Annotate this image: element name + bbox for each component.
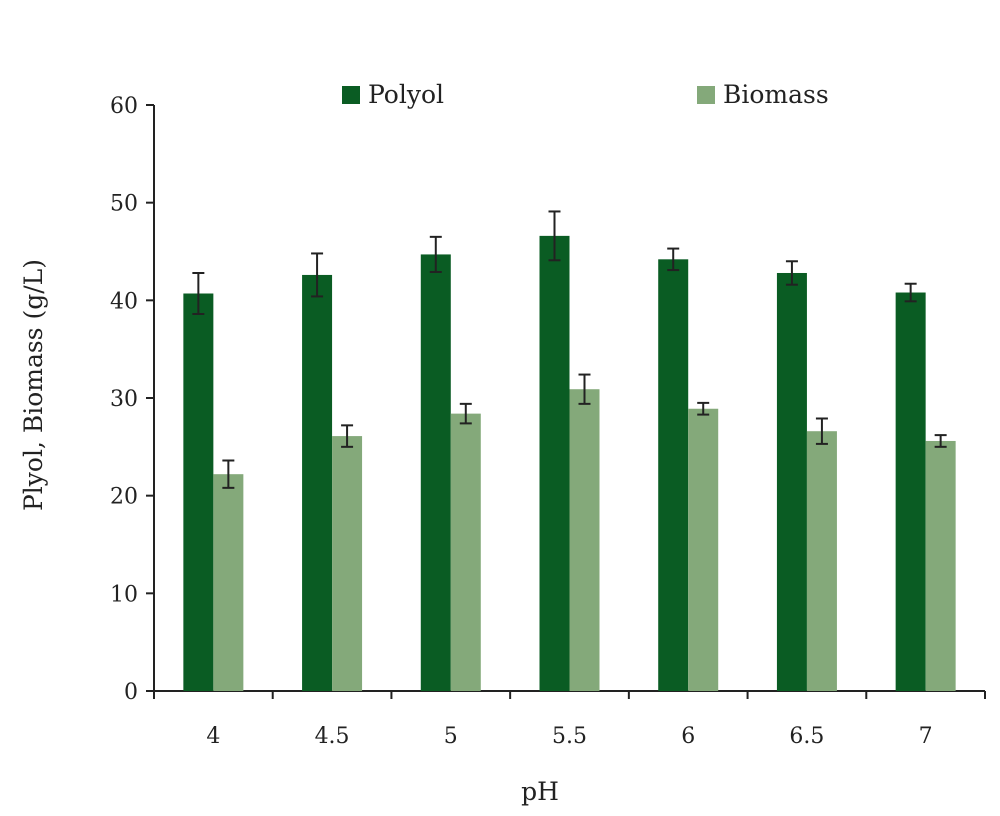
bar-polyol-5.5 bbox=[539, 235, 570, 691]
bar-biomass-6.5 bbox=[806, 431, 837, 691]
y-ticks: 0 10 20 30 40 50 60 bbox=[110, 94, 154, 705]
bar-polyol-4 bbox=[183, 293, 214, 691]
y-axis-title: Plyol, Biomass (g/L) bbox=[19, 259, 48, 511]
bar-polyol-4.5 bbox=[302, 274, 333, 691]
legend-label-polyol: Polyol bbox=[368, 80, 444, 109]
bar-polyol-5 bbox=[420, 254, 451, 691]
x-tick-label: 4.5 bbox=[315, 724, 350, 749]
bar-polyol-6.5 bbox=[776, 272, 807, 691]
bar-polyol-6 bbox=[658, 259, 689, 691]
bar-biomass-4 bbox=[213, 474, 244, 691]
legend-swatch-biomass bbox=[697, 86, 715, 104]
legend: Polyol Biomass bbox=[342, 80, 829, 109]
x-tick-label: 4 bbox=[206, 724, 220, 749]
error-bars bbox=[192, 210, 947, 489]
x-tick-label: 6 bbox=[681, 724, 695, 749]
x-axis-title: pH bbox=[521, 777, 559, 806]
y-tick-label: 0 bbox=[124, 680, 138, 705]
y-tick-label: 20 bbox=[110, 485, 138, 510]
y-tick-label: 40 bbox=[110, 289, 138, 314]
legend-label-biomass: Biomass bbox=[723, 80, 829, 109]
bar-biomass-5 bbox=[450, 413, 481, 691]
bar-biomass-7 bbox=[925, 440, 956, 691]
bar-biomass-4.5 bbox=[332, 436, 363, 691]
x-tick-label: 7 bbox=[919, 724, 933, 749]
legend-swatch-polyol bbox=[342, 86, 360, 104]
x-ticks: 4 4.5 5 5.5 6 6.5 7 bbox=[153, 691, 986, 749]
bar-polyol-7 bbox=[895, 292, 926, 691]
bar-biomass-6 bbox=[688, 408, 719, 691]
y-tick-label: 60 bbox=[110, 94, 138, 119]
y-tick-label: 10 bbox=[110, 582, 138, 607]
y-tick-label: 50 bbox=[110, 192, 138, 217]
bar-biomass-5.5 bbox=[569, 389, 600, 691]
x-tick-label: 5.5 bbox=[552, 724, 587, 749]
x-tick-label: 6.5 bbox=[789, 724, 824, 749]
x-tick-label: 5 bbox=[444, 724, 458, 749]
y-tick-label: 30 bbox=[110, 387, 138, 412]
bars bbox=[183, 235, 956, 691]
